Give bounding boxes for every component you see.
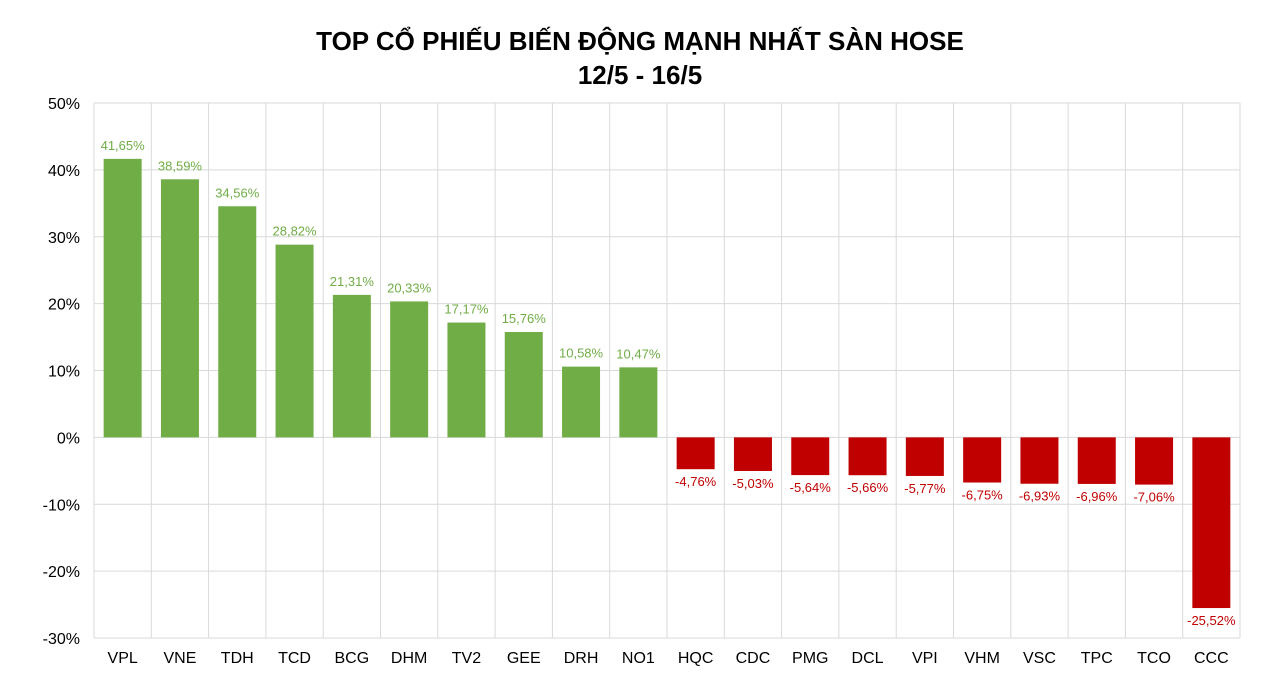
data-label: -6,93%: [1019, 489, 1061, 504]
x-category-label: TCD: [278, 650, 311, 667]
bar-tco: [1135, 437, 1174, 485]
data-label: -4,76%: [675, 474, 717, 489]
data-label: 38,59%: [158, 158, 203, 173]
bar-tpc: [1077, 437, 1116, 484]
data-label: -5,64%: [790, 480, 832, 495]
data-label: 17,17%: [444, 302, 489, 317]
x-category-label: NO1: [622, 650, 655, 667]
x-category-label: GEE: [507, 650, 541, 667]
x-category-label: DCL: [852, 650, 884, 667]
bar-tcd: [275, 244, 314, 438]
data-label: 20,33%: [387, 280, 432, 295]
bar-dcl: [848, 437, 887, 476]
data-labels: 41,65% 38,59% 34,56% 28,82% 21,31% 20,33% 17,1…: [101, 138, 1236, 628]
bar-vpl: [103, 158, 142, 438]
bar-vne: [160, 179, 199, 438]
x-category-label: CDC: [736, 650, 771, 667]
bar-tdh: [218, 206, 257, 438]
data-label: -5,66%: [847, 480, 889, 495]
gridlines: [93, 102, 1241, 639]
bars: [103, 158, 1231, 609]
y-tick-label: -30%: [43, 631, 80, 648]
x-axis-categories: VPL VNE TDH TCD BCG DHM TV2 GEE DRH NO1 HQC CDC PMG D…: [108, 650, 1229, 667]
x-category-label: DHM: [391, 650, 427, 667]
x-category-label: PMG: [792, 650, 828, 667]
bar-hqc: [676, 437, 715, 470]
data-label: -5,77%: [904, 481, 946, 496]
bar-cdc: [733, 437, 772, 472]
bar-vhm: [963, 437, 1002, 483]
x-category-label: HQC: [678, 650, 714, 667]
bar-pmg: [791, 437, 830, 476]
bar-gee: [504, 331, 543, 438]
chart-subtitle: 12/5 - 16/5: [577, 60, 703, 90]
bar-dhm: [390, 301, 429, 438]
x-category-label: VHM: [964, 650, 1000, 667]
data-label: 21,31%: [330, 274, 375, 289]
y-tick-label: -20%: [43, 564, 80, 581]
data-label: 28,82%: [273, 224, 318, 239]
y-tick-label: 40%: [48, 163, 80, 180]
chart-title: TOP CỔ PHIẾU BIẾN ĐỘNG MẠNH NHẤT SÀN HOS…: [316, 26, 964, 56]
y-axis-ticks: 50% 40% 30% 20% 10% 0% -10% -20% -30%: [43, 96, 80, 648]
x-category-label: VPI: [912, 650, 938, 667]
x-category-label: VSC: [1023, 650, 1056, 667]
y-tick-label: 50%: [48, 96, 80, 113]
x-category-label: TPC: [1081, 650, 1113, 667]
bar-vpi: [905, 437, 944, 476]
data-label: -25,52%: [1187, 613, 1236, 628]
bar-drh: [562, 366, 601, 438]
x-category-label: CCC: [1194, 650, 1229, 667]
data-label: 15,76%: [502, 311, 547, 326]
y-tick-label: 0%: [57, 430, 80, 447]
data-label: -6,75%: [962, 488, 1004, 503]
bar-ccc: [1192, 437, 1231, 609]
data-label: 41,65%: [101, 138, 146, 153]
y-tick-label: 30%: [48, 230, 80, 247]
x-category-label: DRH: [564, 650, 599, 667]
y-tick-label: 20%: [48, 297, 80, 314]
x-category-label: TV2: [452, 650, 481, 667]
y-tick-label: -10%: [43, 497, 80, 514]
data-label: -5,03%: [732, 476, 774, 491]
data-label: -7,06%: [1133, 490, 1175, 505]
data-label: 34,56%: [215, 185, 260, 200]
bar-bcg: [332, 294, 371, 438]
bar-vsc: [1020, 437, 1059, 484]
data-label: -6,96%: [1076, 489, 1118, 504]
x-category-label: VNE: [163, 650, 196, 667]
data-label: 10,47%: [616, 346, 661, 361]
x-category-label: VPL: [108, 650, 138, 667]
y-tick-label: 10%: [48, 364, 80, 381]
x-category-label: TCO: [1137, 650, 1171, 667]
bar-tv2: [447, 322, 486, 438]
data-label: 10,58%: [559, 346, 604, 361]
x-category-label: BCG: [335, 650, 370, 667]
bar-no1: [619, 367, 658, 438]
x-category-label: TDH: [221, 650, 254, 667]
